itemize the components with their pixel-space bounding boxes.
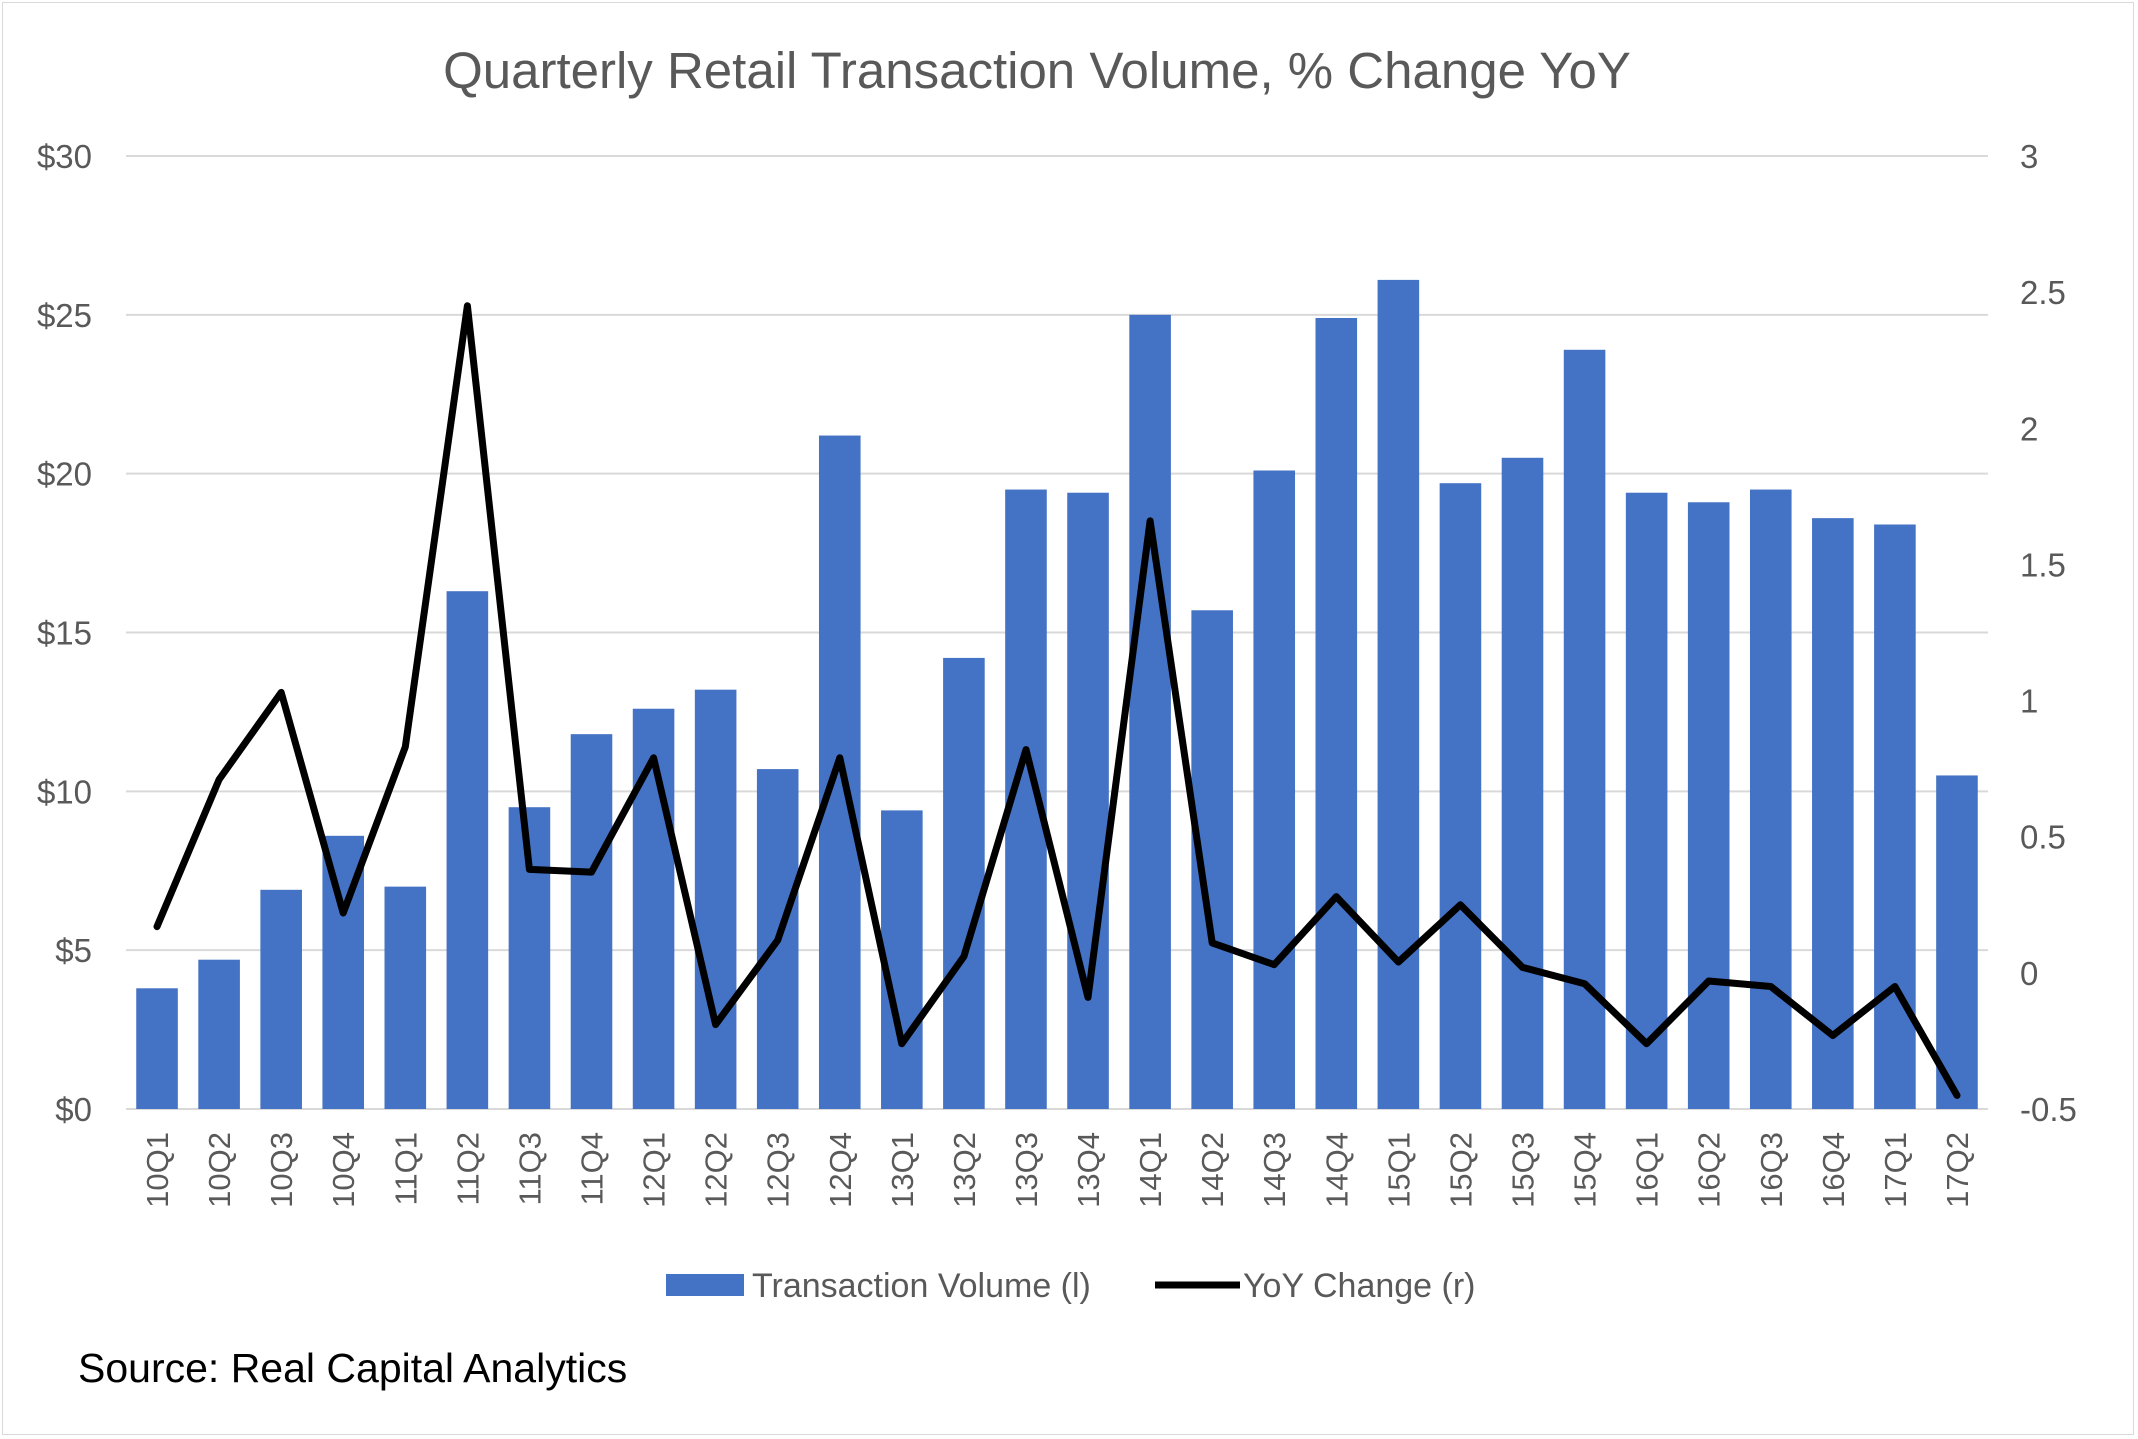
x-tick-label: 14Q2 [1195,1132,1230,1208]
x-tick-label: 15Q2 [1443,1132,1478,1208]
x-tick-label: 10Q4 [326,1132,361,1208]
legend: Transaction Volume (l) YoY Change (r) [666,1267,1476,1305]
left-tick-label: $0 [55,1091,92,1128]
gridlines [126,155,1988,1110]
bar [1377,279,1420,1109]
bar-series [136,279,1978,1110]
x-tick-label: 12Q3 [761,1132,796,1208]
line-series [153,302,1961,1099]
x-tick-label: 12Q1 [637,1132,672,1208]
x-tick-label: 10Q3 [264,1132,299,1208]
x-tick-label: 16Q1 [1630,1132,1665,1208]
right-tick-label: -0.5 [2020,1091,2077,1128]
right-tick-label: 3 [2020,138,2038,175]
right-tick-label: 1.5 [2020,546,2066,583]
x-tick-label: 12Q4 [823,1132,858,1208]
x-tick-label: 13Q1 [885,1132,920,1208]
left-tick-label: $30 [37,138,92,175]
x-tick-label: 13Q2 [947,1132,982,1208]
x-tick-label: 13Q4 [1071,1132,1106,1208]
right-tick-label: 0 [2020,955,2038,992]
x-tick-label: 15Q1 [1381,1132,1416,1208]
x-tick-label: 17Q2 [1940,1132,1975,1208]
left-tick-label: $5 [55,932,92,969]
right-tick-label: 2.5 [2020,274,2066,311]
x-tick-label: 15Q4 [1568,1132,1603,1208]
legend-bar-swatch [666,1274,744,1296]
x-tick-label: 11Q3 [512,1132,547,1206]
x-tick-label: 14Q3 [1257,1132,1292,1208]
legend-line-label: YoY Change (r) [1243,1267,1476,1305]
x-tick-label: 16Q2 [1692,1132,1727,1208]
legend-bar-label: Transaction Volume (l) [752,1267,1091,1305]
bar [943,657,985,1109]
x-tick-label: 12Q2 [699,1132,734,1208]
x-tick-label: 11Q1 [388,1132,423,1206]
bar [570,734,613,1109]
left-tick-label: $25 [37,297,92,334]
bar [260,889,302,1109]
bar [1315,318,1358,1109]
bar [1687,502,1730,1109]
x-axis: 10Q1 10Q2 10Q3 10Q4 11Q1 11Q2 11Q3 11Q4 12Q1 12Q2… [140,1132,1975,1208]
right-axis: -0.5 0 0.5 1 1.5 2 2.5 3 [2020,138,2077,1128]
x-tick-label: 11Q2 [450,1132,485,1206]
x-tick-label: 16Q3 [1754,1132,1789,1208]
x-tick-label: 16Q4 [1816,1132,1851,1208]
bar [1439,483,1482,1109]
bar [1874,524,1916,1109]
bar [881,810,923,1109]
x-tick-label: 15Q3 [1506,1132,1541,1208]
bar [1129,314,1171,1109]
bar [1625,492,1668,1109]
x-tick-label: 14Q4 [1319,1132,1354,1208]
bar [1067,492,1109,1109]
x-tick-label: 10Q1 [140,1132,175,1208]
yoy-line [153,302,1961,1099]
left-tick-label: $10 [37,773,92,810]
bar [694,689,737,1109]
bar [198,959,240,1109]
x-tick-label: 17Q1 [1878,1132,1913,1208]
x-tick-label: 14Q1 [1133,1132,1168,1208]
bar [1501,457,1544,1109]
right-tick-label: 0.5 [2020,819,2066,856]
right-tick-label: 1 [2020,683,2038,720]
chart-title: Quarterly Retail Transaction Volume, % C… [443,42,1631,99]
bar [384,886,427,1109]
x-tick-label: 10Q2 [202,1132,237,1208]
x-tick-label: 11Q4 [575,1132,610,1206]
bar [1812,518,1854,1109]
bar [1936,775,1978,1109]
left-tick-label: $15 [37,615,92,652]
bar [446,591,489,1109]
source-note: Source: Real Capital Analytics [78,1345,628,1391]
left-tick-label: $20 [37,456,92,493]
bar [1253,470,1296,1109]
right-tick-label: 2 [2020,410,2038,447]
x-tick-label: 13Q3 [1009,1132,1044,1208]
left-axis: $0 $5 $10 $15 $20 $25 $30 [37,138,92,1128]
bar [632,708,675,1109]
bar [1749,489,1792,1109]
bar [136,988,178,1109]
